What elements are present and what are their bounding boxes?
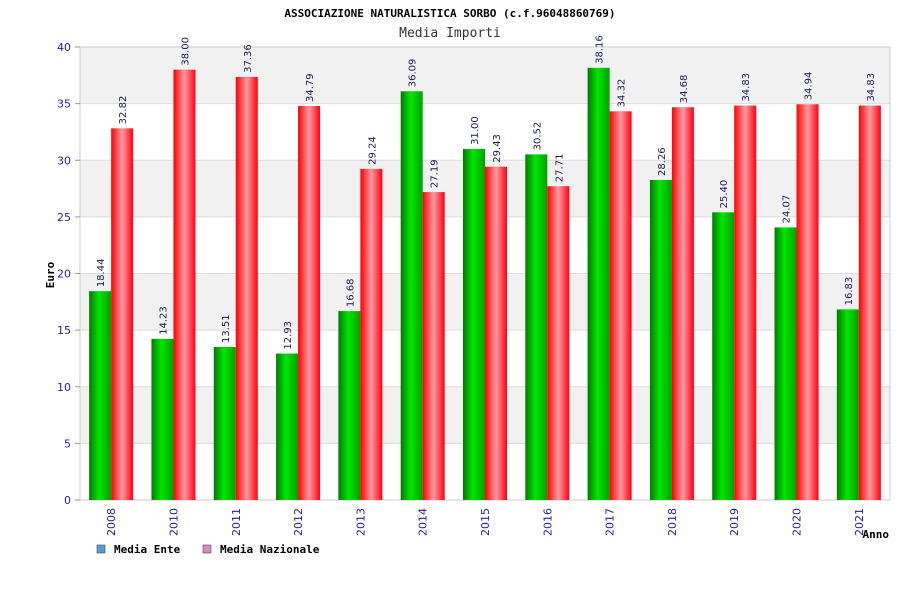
data-label-media-nazionale: 34.32 [617, 79, 628, 108]
grid-band [80, 47, 890, 104]
x-tick-label: 2011 [230, 508, 243, 536]
y-tick-label: 20 [57, 268, 71, 281]
bar-media-nazionale [796, 104, 819, 500]
bars-group [89, 67, 881, 501]
x-tick-label: 2017 [604, 508, 617, 536]
bar-media-ente [774, 227, 797, 500]
x-tick-label: 2016 [541, 508, 554, 536]
bar-media-ente [338, 311, 361, 500]
y-tick-label: 5 [64, 437, 71, 450]
x-tick-label: 2014 [417, 508, 430, 536]
x-tick-label: 2012 [292, 508, 305, 536]
data-label-media-ente: 25.40 [719, 180, 730, 209]
data-label-media-ente: 16.83 [844, 277, 855, 306]
y-tick-label: 15 [57, 324, 71, 337]
data-label-media-ente: 18.44 [96, 259, 107, 288]
y-tick-label: 0 [64, 494, 71, 507]
bar-media-nazionale [422, 192, 445, 501]
data-labels-group: 18.44 32.82 14.23 38.00 13.51 37.36 12.93 34.79… [96, 35, 877, 349]
data-label-media-ente: 38.16 [595, 35, 606, 64]
x-tick-label: 2021 [853, 508, 866, 536]
bar-media-nazionale [298, 106, 321, 501]
bar-media-nazionale [173, 69, 196, 501]
y-axis-ticks: 0 5 10 15 20 25 30 35 40 [57, 41, 80, 507]
bar-media-nazionale [235, 76, 258, 500]
data-label-media-nazionale: 32.82 [118, 96, 129, 125]
data-label-media-nazionale: 27.71 [554, 154, 565, 183]
legend-swatch-media-nazionale [202, 544, 212, 554]
bar-media-nazionale [858, 105, 881, 501]
x-tick-label: 2010 [167, 508, 180, 536]
data-label-media-ente: 13.51 [221, 314, 232, 343]
data-label-media-nazionale: 34.83 [741, 73, 752, 102]
data-label-media-nazionale: 27.19 [430, 159, 441, 188]
bar-media-nazionale [360, 168, 383, 500]
bar-media-ente [213, 346, 236, 500]
data-label-media-nazionale: 37.36 [243, 44, 254, 73]
y-tick-label: 10 [57, 381, 71, 394]
bar-media-nazionale [485, 166, 507, 500]
data-label-media-nazionale: 34.79 [305, 73, 316, 102]
bar-media-ente [525, 154, 548, 500]
data-label-media-nazionale: 29.43 [492, 134, 503, 163]
bar-media-nazionale [111, 128, 134, 500]
bar-media-nazionale [671, 107, 694, 501]
x-tick-label: 2020 [791, 508, 804, 536]
legend-swatch-media-ente [96, 544, 106, 554]
data-label-media-nazionale: 34.83 [866, 73, 877, 102]
x-tick-label: 2018 [666, 508, 679, 536]
chart-title: ASSOCIAZIONE NATURALISTICA SORBO (c.f.96… [284, 7, 615, 20]
bar-media-ente [587, 67, 610, 500]
x-axis-title: Anno [863, 528, 890, 541]
x-tick-label: 2013 [354, 508, 367, 536]
legend: Media Ente Media Nazionale [96, 543, 320, 556]
y-tick-label: 40 [57, 41, 71, 54]
y-tick-label: 35 [57, 98, 71, 111]
x-axis-ticks: 2008 2010 2011 2012 2013 2014 2015 2016 2017 2018… [105, 508, 866, 536]
bar-media-ente [712, 212, 735, 500]
bar-media-ente [463, 148, 485, 501]
x-tick-label: 2008 [105, 508, 118, 536]
data-label-media-ente: 16.68 [345, 278, 356, 307]
data-label-media-ente: 31.00 [470, 116, 481, 145]
data-label-media-nazionale: 34.68 [679, 75, 690, 104]
bar-media-nazionale [734, 105, 757, 501]
data-label-media-nazionale: 29.24 [367, 136, 378, 165]
bar-media-nazionale [547, 186, 570, 500]
data-label-media-ente: 24.07 [782, 195, 793, 224]
x-tick-label: 2019 [728, 508, 741, 536]
x-tick-label: 2015 [479, 508, 492, 536]
legend-label-media-ente: Media Ente [114, 543, 181, 556]
bar-media-nazionale [609, 111, 632, 501]
data-label-media-ente: 30.52 [532, 122, 543, 151]
data-label-media-ente: 36.09 [408, 59, 419, 88]
data-label-media-ente: 12.93 [283, 321, 294, 350]
bar-media-ente [649, 179, 672, 500]
data-label-media-nazionale: 38.00 [180, 37, 191, 66]
data-label-media-ente: 14.23 [158, 306, 169, 335]
bar-media-ente [400, 91, 423, 500]
y-tick-label: 25 [57, 211, 71, 224]
y-tick-label: 30 [57, 154, 71, 167]
data-label-media-nazionale: 34.94 [804, 72, 815, 101]
bar-media-ente [276, 353, 299, 500]
data-label-media-ente: 28.26 [657, 147, 668, 176]
bar-media-ente [89, 291, 112, 500]
chart-subtitle: Media Importi [399, 26, 501, 41]
bar-media-ente [836, 309, 859, 500]
y-axis-title: Euro [44, 261, 57, 288]
bar-media-ente [151, 338, 174, 500]
legend-label-media-nazionale: Media Nazionale [220, 543, 320, 556]
